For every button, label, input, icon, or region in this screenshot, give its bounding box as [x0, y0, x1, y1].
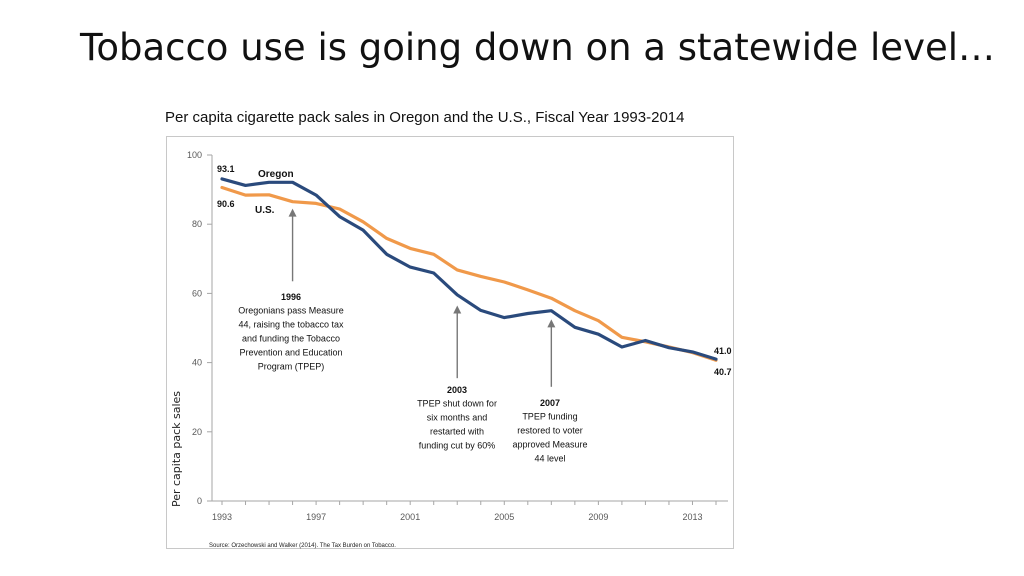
annotation-arrowhead-1996 — [288, 208, 297, 217]
oregon-start-value: 93.1 — [217, 164, 235, 174]
series-name-oregon: Oregon — [258, 169, 294, 180]
annotation-arrowhead-2007 — [547, 319, 556, 328]
x-tick-label: 1997 — [306, 512, 326, 522]
y-axis-label: Per capita pack sales — [170, 391, 183, 507]
annotation-text-line: six months and — [427, 413, 488, 423]
annotation-arrowhead-2003 — [453, 305, 462, 314]
annotation-text-line: TPEP funding — [522, 412, 577, 422]
chart-frame — [166, 136, 734, 549]
annotation-text-line: restarted with — [430, 427, 484, 437]
annotation-text-line: Prevention and Education — [239, 348, 342, 358]
x-tick-label: 2005 — [494, 512, 514, 522]
x-tick-label: 1993 — [212, 512, 232, 522]
y-tick-label: 100 — [187, 150, 202, 160]
annotation-year-2003: 2003 — [447, 385, 467, 395]
y-tick-label: 80 — [192, 219, 202, 229]
source-note: Source: Orzechowski and Walker (2014). T… — [209, 543, 396, 549]
us-end-value: 40.7 — [714, 367, 732, 377]
annotation-text-line: restored to voter — [517, 426, 583, 436]
annotations-layer: 1996 Oregonians pass Measure 44, raising t… — [238, 208, 588, 464]
us-start-value: 90.6 — [217, 199, 235, 209]
y-tick-label: 40 — [192, 358, 202, 368]
chart-title: Per capita cigarette pack sales in Orego… — [165, 109, 685, 126]
series-name-us: U.S. — [255, 205, 275, 216]
annotation-text-line: 44, raising the tobacco tax — [238, 320, 344, 330]
series-line-oregon — [220, 177, 718, 361]
annotation-text-line: TPEP shut down for — [417, 399, 497, 409]
annotation-text-line: approved Measure — [512, 440, 587, 450]
annotation-text-line: 44 level — [534, 454, 565, 464]
x-tick-label: 2009 — [588, 512, 608, 522]
annotation-year-2007: 2007 — [540, 398, 560, 408]
series-line-us — [220, 185, 718, 362]
annotation-text-line: and funding the Tobacco — [242, 334, 340, 344]
y-tick-label: 60 — [192, 288, 202, 298]
x-tick-label: 2013 — [682, 512, 702, 522]
annotation-text-line: Program (TPEP) — [258, 362, 325, 372]
annotation-year-1996: 1996 — [281, 292, 301, 302]
oregon-end-value: 41.0 — [714, 346, 732, 356]
slide-title: Tobacco use is going down on a statewide… — [80, 26, 996, 69]
labels-layer: Oregon U.S. 93.1 90.6 41.0 40.7 — [217, 164, 732, 377]
y-tick-label: 20 — [192, 427, 202, 437]
annotation-text-line: Oregonians pass Measure — [238, 306, 344, 316]
y-tick-label: 0 — [197, 496, 202, 506]
axes: 0 20 40 60 80 100 1993 1997 2001 2005 2009 2013 Per … — [170, 150, 728, 522]
annotation-text-line: funding cut by 60% — [419, 441, 496, 451]
x-tick-label: 2001 — [400, 512, 420, 522]
series-layer — [220, 177, 718, 362]
